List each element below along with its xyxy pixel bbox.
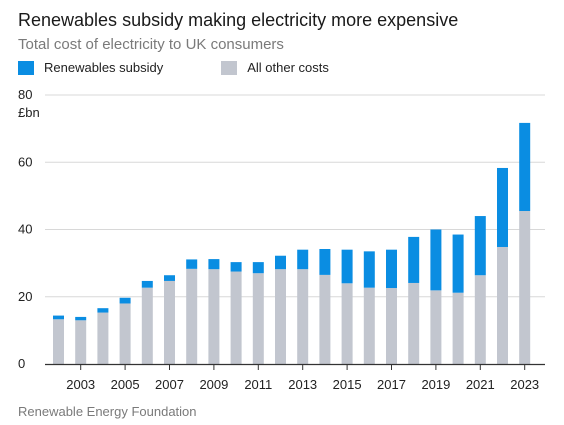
bar-other-2012: [275, 269, 286, 364]
bar-other-2018: [408, 282, 420, 364]
chart-title: Renewables subsidy making electricity mo…: [18, 10, 459, 30]
bar-other-2021: [474, 275, 486, 364]
bar-subsidy-2017: [386, 249, 397, 289]
bar-other-2016: [363, 287, 375, 364]
x-tick-label-2019: 2019: [421, 377, 450, 392]
bar-other-2020: [452, 292, 464, 364]
legend-swatch-subsidy: [18, 60, 34, 75]
bar-subsidy-2003: [75, 316, 87, 321]
bar-subsidy-2023: [519, 122, 531, 212]
bar-subsidy-2019: [430, 229, 442, 291]
bar-subsidy-2015: [341, 249, 353, 284]
y-unit-label: £bn: [18, 105, 40, 120]
x-tick-label-2017: 2017: [377, 377, 406, 392]
x-tick-label-2023: 2023: [510, 377, 539, 392]
y-tick-label-0: 0: [18, 356, 25, 371]
bar-other-2022: [497, 246, 508, 364]
x-tick-label-2015: 2015: [333, 377, 362, 392]
bar-other-2007: [164, 280, 175, 364]
source-note: Renewable Energy Foundation: [18, 404, 197, 419]
bar-subsidy-2020: [452, 234, 464, 293]
bar-subsidy-2011: [252, 262, 264, 274]
bar-subsidy-2007: [164, 275, 175, 281]
bar-subsidy-2012: [275, 255, 286, 270]
bar-other-2003: [75, 320, 87, 364]
legend-item-subsidy: Renewables subsidy: [18, 60, 163, 75]
x-tick-label-2005: 2005: [111, 377, 140, 392]
bar-other-2019: [430, 290, 442, 364]
y-tick-label-20: 20: [18, 289, 32, 304]
y-tick-label-60: 60: [18, 154, 32, 169]
bar-subsidy-2018: [408, 236, 420, 283]
bar-other-2013: [297, 269, 309, 364]
bar-subsidy-2006: [141, 280, 153, 288]
chart-subtitle: Total cost of electricity to UK consumer…: [18, 36, 284, 53]
y-tick-label-80: 80: [18, 87, 32, 102]
bar-subsidy-2021: [474, 216, 486, 276]
bar-subsidy-2016: [363, 251, 375, 288]
bar-subsidy-2009: [208, 259, 220, 270]
bar-subsidy-2004: [97, 308, 109, 313]
x-tick-label-2013: 2013: [288, 377, 317, 392]
bar-other-2008: [186, 268, 198, 364]
legend-swatch-other: [221, 60, 238, 75]
bar-other-2005: [119, 303, 131, 364]
bar-other-2009: [208, 269, 220, 364]
bar-other-2002: [53, 319, 64, 364]
legend-label-subsidy: Renewables subsidy: [44, 60, 164, 75]
y-tick-label-40: 40: [18, 222, 32, 237]
bar-subsidy-2013: [297, 249, 309, 270]
chart-legend: Renewables subsidy All other costs: [18, 60, 387, 75]
legend-item-other: All other costs: [221, 60, 329, 75]
bar-other-2014: [319, 274, 331, 364]
bar-other-2011: [252, 273, 264, 364]
x-tick-label-2011: 2011: [244, 377, 272, 392]
bar-other-2015: [341, 283, 353, 364]
bar-subsidy-2022: [497, 167, 508, 247]
bar-other-2004: [97, 312, 109, 364]
bar-subsidy-2014: [319, 249, 331, 275]
x-tick-label-2021: 2021: [466, 377, 495, 392]
legend-label-other: All other costs: [247, 60, 329, 75]
x-tick-label-2009: 2009: [199, 377, 228, 392]
bar-subsidy-2005: [119, 297, 131, 304]
x-tick-label-2007: 2007: [155, 377, 184, 392]
x-tick-label-2003: 2003: [66, 377, 95, 392]
bar-other-2023: [519, 211, 531, 364]
bar-other-2006: [141, 287, 153, 364]
bar-subsidy-2010: [230, 262, 242, 272]
bar-other-2010: [230, 271, 242, 364]
bar-other-2017: [386, 288, 397, 364]
bar-subsidy-2008: [186, 259, 198, 269]
bar-subsidy-2002: [53, 315, 64, 320]
